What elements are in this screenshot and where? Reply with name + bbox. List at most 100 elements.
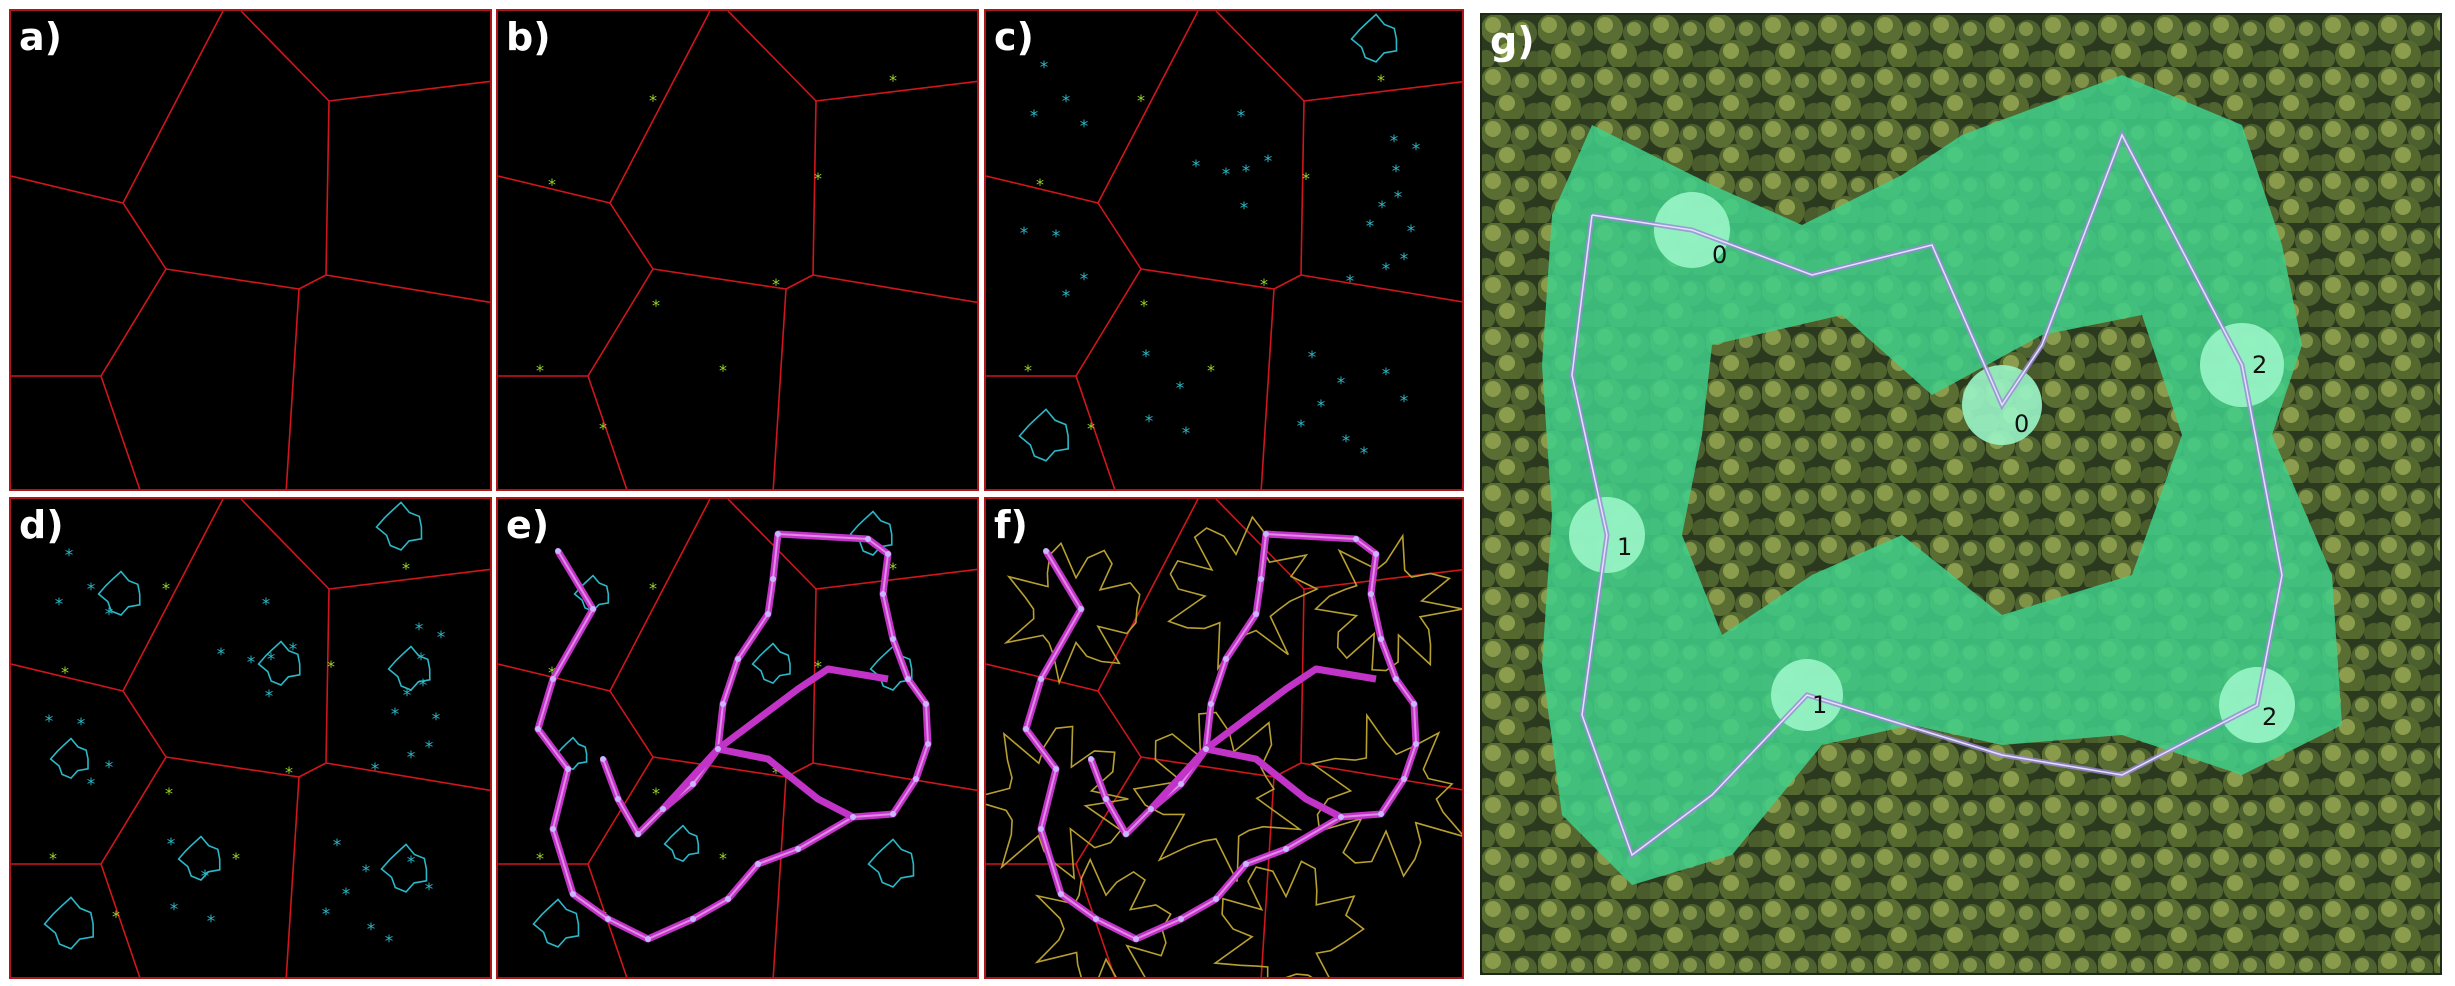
road-node (1378, 811, 1384, 817)
road-node (923, 701, 929, 707)
road-node (1178, 781, 1184, 787)
asterisk-marker: * (1222, 165, 1231, 185)
voronoi-edge (609, 690, 654, 758)
road-node (1401, 776, 1407, 782)
asterisk-marker: * (1412, 140, 1421, 160)
voronoi-edge (122, 202, 167, 270)
asterisk-markers: * * * * * * * * * * * * * * * * * * * * * * * * * * * * * * * * * * * * (1020, 58, 1421, 464)
panel-label-b: b) (506, 15, 551, 59)
panel-label-e: e) (506, 503, 550, 547)
panel-label-g: g) (1490, 19, 1535, 63)
road-node (690, 781, 696, 787)
portal-marker: * (1260, 275, 1268, 294)
rendered-forest-scene: 0 0 2 1 1 2 (1482, 15, 2440, 973)
contour-line (1034, 857, 1172, 977)
asterisk-marker: * (1080, 270, 1089, 290)
road-node (755, 861, 761, 867)
voronoi-edge (812, 274, 977, 304)
voronoi-edge (1260, 776, 1275, 977)
node-label: 1 (1812, 691, 1827, 719)
road-node (555, 548, 561, 554)
asterisk-marker: * (289, 640, 298, 660)
asterisk-marker: * (1237, 107, 1246, 127)
asterisk-marker: * (1382, 260, 1391, 280)
portal-marker: * (719, 849, 727, 868)
contour-line (1003, 541, 1141, 686)
voronoi-diagram-e: ** ******* (498, 499, 977, 977)
road-network (1022, 530, 1420, 943)
asterisk-marker: * (1317, 397, 1326, 417)
road-node (925, 741, 931, 747)
voronoi-edge (815, 80, 977, 102)
clearing-outlines (1018, 13, 1398, 462)
node-label: 0 (1712, 241, 1727, 269)
road-node (615, 796, 621, 802)
panel-f-contours: f) (984, 497, 1464, 979)
road-node (1103, 796, 1109, 802)
asterisk-marker: * (1062, 287, 1071, 307)
clearing-outline (49, 737, 89, 780)
asterisk-marker: * (1360, 444, 1369, 464)
voronoi-edge (609, 11, 711, 204)
clearing-outline (867, 838, 915, 888)
asterisk-marker: * (1400, 250, 1409, 270)
clearing-outline (1018, 408, 1070, 462)
contour-line (1313, 533, 1462, 672)
portal-marker: * (1024, 361, 1032, 380)
portal-marker: * (889, 559, 897, 578)
asterisk-marker: * (1392, 162, 1401, 182)
road-node (765, 611, 771, 617)
road-node (1338, 814, 1344, 820)
voronoi-edge (122, 690, 167, 758)
portal-marker: * (402, 559, 410, 578)
asterisk-marker: * (87, 775, 96, 795)
road-branch (660, 665, 889, 812)
portal-marker: * (162, 579, 170, 598)
road-node (1093, 916, 1099, 922)
road-node (1353, 536, 1359, 542)
asterisk-marker: * (105, 758, 114, 778)
asterisk-marker: * (77, 715, 86, 735)
road-node (1178, 916, 1184, 922)
node-labels: 0 0 2 1 1 2 (1617, 241, 2277, 731)
road-branch (717, 745, 855, 821)
voronoi-edge (1300, 274, 1462, 303)
road-node (1373, 551, 1379, 557)
asterisk-marker: * (55, 595, 64, 615)
asterisk-marker: * (1264, 152, 1273, 172)
asterisk-marker: * (247, 653, 256, 673)
voronoi-edge (1075, 375, 1116, 489)
clearing-areas (1542, 75, 2342, 885)
road-node (1368, 591, 1374, 597)
portal-marker: * (814, 169, 822, 188)
clearing-outline (1350, 13, 1398, 63)
asterisk-marker: * (419, 676, 428, 696)
asterisk-marker: * (105, 605, 114, 625)
asterisk-marker: * (403, 686, 412, 706)
voronoi-edge (1140, 268, 1275, 290)
clearing-outline (532, 898, 580, 948)
asterisk-marker: * (1382, 365, 1391, 385)
asterisk-marker: * (1308, 348, 1317, 368)
portal-marker: * (285, 763, 293, 782)
road-node (720, 701, 726, 707)
asterisk-marker: * (1142, 347, 1151, 367)
road-node (775, 531, 781, 537)
voronoi-edge (122, 11, 224, 204)
portal-markers: * * * * * * * * * (1024, 71, 1385, 438)
voronoi-edge (298, 762, 327, 778)
road-node (590, 606, 596, 612)
road-node (1378, 636, 1384, 642)
voronoi-edge (325, 274, 490, 304)
voronoi-edge (609, 202, 654, 270)
asterisk-marker: * (1062, 92, 1071, 112)
road-node (890, 636, 896, 642)
clearing-outlines (43, 501, 431, 950)
clearing-outline (177, 835, 221, 881)
road-node (1253, 611, 1259, 617)
voronoi-edge (100, 863, 141, 977)
road-node (535, 726, 541, 732)
asterisk-marker: * (425, 738, 434, 758)
voronoi-edges (986, 11, 1462, 489)
portal-marker: * (719, 361, 727, 380)
